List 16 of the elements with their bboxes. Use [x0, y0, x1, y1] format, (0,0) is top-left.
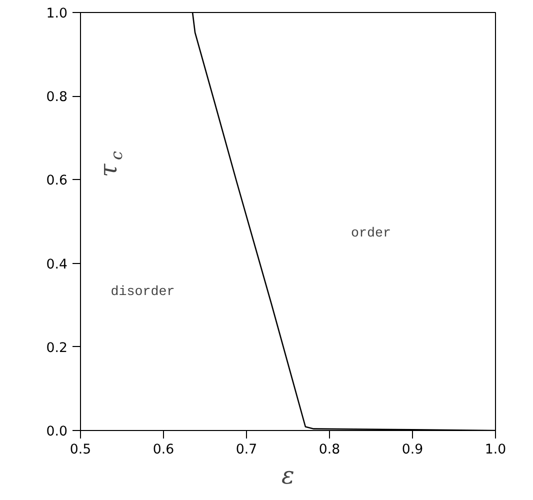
- y-tick-label: 0.0: [46, 424, 68, 440]
- y-tick-label: 1.0: [46, 6, 68, 22]
- y-axis-title: τc: [94, 150, 126, 178]
- x-tick-label: 1.0: [484, 442, 506, 458]
- x-tick-label: 0.8: [318, 442, 340, 458]
- annotation: order: [351, 226, 392, 242]
- x-tick-label: 0.9: [402, 442, 424, 458]
- x-tick-label: 0.6: [152, 442, 174, 458]
- annotation: disorder: [110, 285, 175, 300]
- x-axis-title: ε: [282, 462, 294, 490]
- y-tick-label: 0.8: [46, 90, 68, 106]
- x-tick-label: 0.5: [70, 442, 92, 458]
- x-tick-label: 0.7: [236, 442, 258, 458]
- y-tick-label: 0.6: [46, 174, 68, 189]
- y-tick-label: 0.4: [46, 257, 68, 272]
- y-tick-label: 0.2: [46, 340, 68, 356]
